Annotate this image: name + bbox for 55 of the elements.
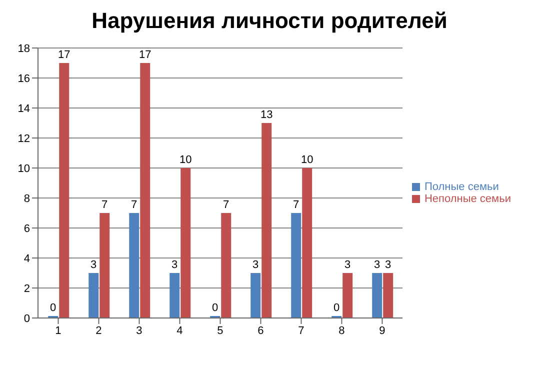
bar [262, 123, 272, 318]
bar [170, 273, 180, 318]
legend-label: Неполные семьи [424, 193, 511, 205]
data-label: 3 [172, 259, 178, 271]
x-tick-label: 6 [258, 324, 264, 337]
y-tick-label: 6 [24, 222, 30, 235]
data-label: 17 [138, 49, 152, 61]
bar [129, 213, 140, 318]
x-tick-label: 3 [136, 324, 142, 337]
data-label: 13 [260, 109, 273, 121]
data-label: 3 [344, 259, 351, 271]
data-label: 7 [223, 199, 230, 211]
bar [342, 273, 353, 318]
x-tick-label: 4 [176, 324, 183, 337]
x-tick-label: 8 [338, 324, 345, 337]
bar [59, 63, 70, 318]
y-tick-label: 2 [24, 282, 30, 295]
x-tick-label: 2 [96, 324, 102, 337]
data-label: 0 [50, 302, 56, 314]
data-label: 3 [90, 259, 97, 271]
bar [372, 273, 382, 318]
y-tick-label: 12 [18, 132, 30, 145]
bar [291, 213, 302, 318]
y-tick-label: 14 [18, 102, 30, 115]
chart-title: Нарушения личности родителей [90, 8, 448, 34]
x-tick-label: 7 [298, 324, 304, 337]
x-tick-label: 1 [55, 324, 62, 337]
bar [383, 273, 394, 318]
legend-label: Полные семьи [424, 181, 499, 193]
data-label: 7 [131, 199, 138, 211]
y-tick-label: 0 [24, 312, 30, 325]
bar [250, 273, 261, 318]
y-tick-label: 10 [18, 162, 30, 175]
x-tick-label: 5 [217, 324, 224, 337]
data-label: 0 [334, 302, 340, 314]
data-label: 3 [385, 259, 392, 271]
data-label: 10 [179, 154, 192, 166]
y-tick-label: 16 [18, 72, 30, 85]
bar [100, 213, 110, 318]
y-tick-label: 8 [24, 192, 30, 205]
data-label: 10 [300, 154, 314, 166]
bar [140, 63, 150, 318]
bar [180, 168, 191, 318]
y-tick-label: 4 [24, 252, 30, 265]
bar [302, 168, 312, 318]
data-label: 17 [58, 49, 70, 61]
bar [221, 213, 232, 318]
y-tick-label: 18 [18, 42, 30, 55]
bar [88, 273, 99, 318]
data-label: 7 [102, 199, 108, 211]
data-label: 3 [252, 259, 259, 271]
data-label: 3 [374, 259, 380, 271]
x-tick-label: 9 [379, 324, 386, 337]
data-label: 0 [212, 302, 218, 314]
data-label: 7 [293, 199, 300, 211]
